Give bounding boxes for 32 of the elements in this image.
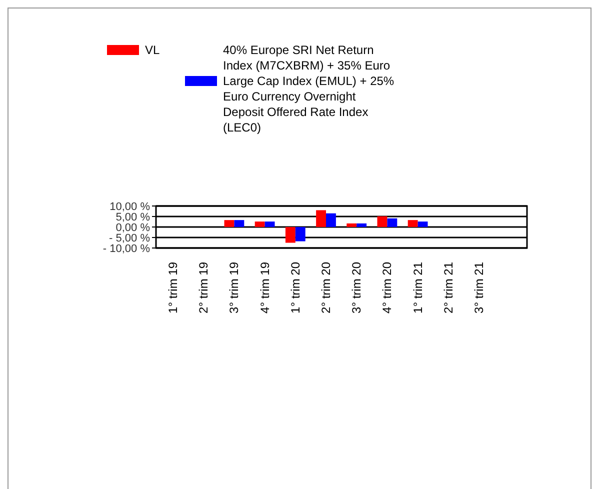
bar <box>224 220 234 227</box>
bar <box>377 216 388 227</box>
x-tick-label: 1° trim 21 <box>410 262 425 314</box>
x-tick-label: 3° trim 19 <box>227 262 242 314</box>
x-tick-label: 4° trim 20 <box>380 262 394 314</box>
y-tick-label: 0,00 % <box>116 222 150 234</box>
x-tick-label: 2° trim 19 <box>196 262 211 314</box>
x-tick-label: 3° trim 20 <box>350 262 364 314</box>
x-tick-label: 1° trim 19 <box>166 262 180 314</box>
bar <box>254 222 265 227</box>
x-tick-label: 2° trim 21 <box>441 262 456 314</box>
y-tick-label: 10,00 % <box>110 200 150 213</box>
legend-label: VL <box>145 43 160 57</box>
bar <box>264 222 275 227</box>
x-tick-label: 2° trim 20 <box>319 262 333 314</box>
bar <box>356 223 367 227</box>
bar <box>295 227 306 242</box>
bar <box>387 218 398 227</box>
bar <box>418 222 428 227</box>
y-tick-label: - 5,00 % <box>109 232 150 244</box>
bar <box>326 213 336 227</box>
bar <box>316 210 326 227</box>
legend-label: 40% Europe SRI Net Return Index (M7CXBRM) + 35% Euro Large Cap Index (EMUL) + 25% Euro Currency Overnight Deposit Offered Rate Index (LEC0) <box>223 43 394 134</box>
bar <box>234 220 244 227</box>
y-tick-label: 5,00 % <box>116 211 150 224</box>
bar <box>346 223 357 227</box>
bar <box>285 227 296 243</box>
bar <box>408 220 418 227</box>
x-tick-label: 3° trim 21 <box>472 262 486 314</box>
y-tick-label: - 10,00 % <box>102 242 150 255</box>
x-tick-label: 1° trim 20 <box>288 262 302 314</box>
x-tick-label: 4° trim 19 <box>258 262 272 314</box>
